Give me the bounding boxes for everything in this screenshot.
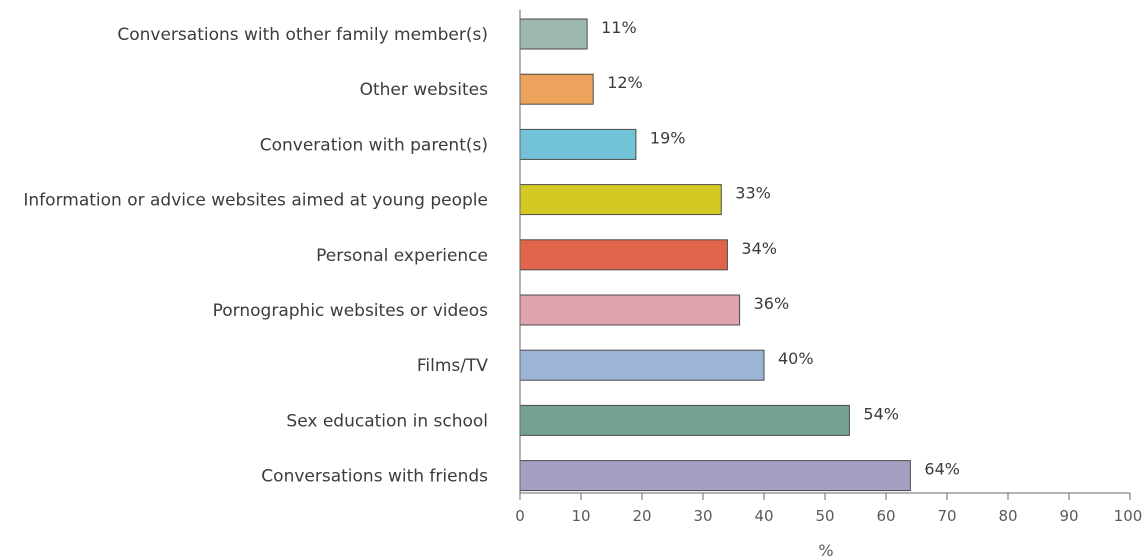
value-label-6: 40% <box>778 349 814 368</box>
x-axis: 0 10 20 30 40 50 60 70 80 90 100 <box>515 10 1142 525</box>
value-labels: 11% 12% 19% 33% 34% 36% 40% 54% 64% <box>601 18 960 479</box>
value-label-2: 19% <box>650 128 686 147</box>
category-label-6: Films/TV <box>417 356 489 376</box>
x-tick-label-0: 0 <box>515 507 525 525</box>
x-tick-label-5: 50 <box>815 507 834 525</box>
x-tick-label-6: 60 <box>876 507 895 525</box>
x-tick-label-3: 30 <box>693 507 712 525</box>
value-label-8: 64% <box>924 460 960 479</box>
value-label-5: 36% <box>754 294 790 313</box>
bars-group <box>519 18 911 492</box>
category-label-1: Other websites <box>360 80 489 100</box>
bar-4 <box>519 239 728 271</box>
bar-0 <box>519 18 588 50</box>
x-tick-label-8: 80 <box>998 507 1017 525</box>
value-label-3: 33% <box>735 184 771 203</box>
x-tick-label-7: 70 <box>937 507 956 525</box>
x-tick-label-10: 100 <box>1114 507 1143 525</box>
x-tick-label-2: 20 <box>632 507 651 525</box>
x-tick-label-9: 90 <box>1059 507 1078 525</box>
value-label-1: 12% <box>607 73 643 92</box>
bar-5 <box>519 294 741 326</box>
bar-6 <box>519 349 765 381</box>
bar-2 <box>519 128 637 160</box>
value-label-0: 11% <box>601 18 637 37</box>
x-axis-title: % <box>818 541 833 560</box>
category-label-4: Personal experience <box>316 246 488 266</box>
bar-3 <box>519 184 722 216</box>
category-label-0: Conversations with other family member(s… <box>117 25 488 45</box>
category-label-8: Conversations with friends <box>261 467 488 487</box>
value-label-4: 34% <box>741 239 777 258</box>
bar-8 <box>519 460 911 492</box>
bar-1 <box>519 73 594 105</box>
bar-7 <box>519 404 850 436</box>
x-tick-label-4: 40 <box>754 507 773 525</box>
category-label-7: Sex education in school <box>286 411 488 431</box>
category-label-3: Information or advice websites aimed at … <box>23 191 488 211</box>
value-label-7: 54% <box>863 404 899 423</box>
x-tick-label-1: 10 <box>571 507 590 525</box>
category-label-2: Converation with parent(s) <box>260 135 488 155</box>
category-labels: Conversations with other family member(s… <box>23 25 488 487</box>
category-label-5: Pornographic websites or videos <box>213 301 488 321</box>
